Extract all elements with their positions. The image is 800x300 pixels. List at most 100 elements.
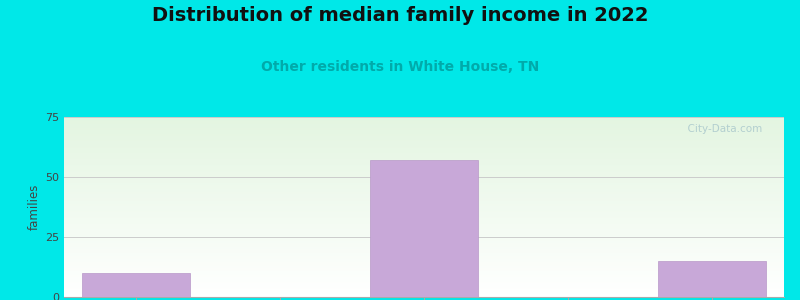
Bar (64, 287, 784, 288)
Bar (64, 141, 784, 142)
Bar (64, 136, 784, 137)
Bar (64, 294, 784, 295)
Bar (64, 235, 784, 236)
Bar (64, 195, 784, 196)
Bar (64, 194, 784, 195)
Bar (64, 177, 784, 178)
Bar (64, 184, 784, 185)
Bar (64, 159, 784, 160)
Bar (64, 238, 784, 239)
Bar (64, 140, 784, 141)
Bar (64, 285, 784, 286)
Bar (64, 250, 784, 251)
Bar (64, 207, 784, 208)
Bar (64, 243, 784, 244)
Bar (64, 162, 784, 163)
Bar (64, 176, 784, 177)
Bar (64, 295, 784, 296)
Bar (64, 257, 784, 258)
Bar (64, 216, 784, 217)
Bar (64, 232, 784, 233)
Bar (64, 118, 784, 119)
Bar (64, 238, 784, 239)
Bar (64, 279, 784, 280)
Bar (64, 170, 784, 171)
Bar (64, 215, 784, 216)
Bar (64, 138, 784, 139)
Bar (64, 224, 784, 225)
Bar (64, 213, 784, 214)
Bar (64, 137, 784, 138)
Bar (64, 153, 784, 154)
Bar (64, 275, 784, 276)
Bar (64, 203, 784, 204)
Bar (64, 231, 784, 232)
Bar (64, 134, 784, 135)
Bar (64, 196, 784, 197)
Bar (64, 281, 784, 282)
Bar (64, 233, 784, 234)
Bar (64, 274, 784, 275)
Bar (64, 122, 784, 123)
Bar (64, 199, 784, 200)
Text: City-Data.com: City-Data.com (681, 124, 762, 134)
Bar (64, 259, 784, 260)
Bar (64, 180, 784, 181)
Bar (64, 160, 784, 161)
Bar (64, 121, 784, 122)
Bar (64, 164, 784, 165)
Bar (64, 117, 784, 118)
Bar (658, 261, 766, 297)
Bar (64, 133, 784, 134)
Bar (64, 179, 784, 180)
Bar (64, 131, 784, 132)
Bar (64, 178, 784, 179)
Y-axis label: families: families (28, 184, 41, 230)
Bar (64, 293, 784, 294)
Bar (64, 191, 784, 192)
Bar (64, 220, 784, 221)
Bar (64, 132, 784, 133)
Bar (64, 144, 784, 145)
Bar (64, 208, 784, 209)
Bar (64, 143, 784, 144)
Bar (64, 245, 784, 246)
Bar (64, 262, 784, 263)
Bar (64, 142, 784, 143)
Bar (64, 186, 784, 187)
Bar (64, 200, 784, 201)
Bar (64, 119, 784, 120)
Bar (64, 205, 784, 206)
Bar (64, 211, 784, 212)
Bar (64, 247, 784, 248)
Bar (64, 264, 784, 265)
Bar (64, 189, 784, 190)
Bar (64, 282, 784, 283)
Bar (64, 146, 784, 147)
Bar (64, 226, 784, 227)
Bar (64, 244, 784, 245)
Bar (64, 193, 784, 194)
Bar (64, 222, 784, 223)
Bar (64, 267, 784, 268)
Bar (64, 265, 784, 266)
Bar (370, 160, 478, 297)
Bar (64, 272, 784, 273)
Bar (64, 230, 784, 231)
Bar (64, 258, 784, 259)
Bar (64, 219, 784, 220)
Bar (64, 229, 784, 230)
Bar (64, 248, 784, 249)
Bar (64, 271, 784, 272)
Bar (64, 251, 784, 252)
Bar (64, 123, 784, 124)
Bar (64, 127, 784, 128)
Bar (64, 175, 784, 176)
Bar (64, 289, 784, 290)
Bar (64, 181, 784, 182)
Bar (64, 190, 784, 191)
Bar (64, 148, 784, 149)
Bar (64, 210, 784, 211)
Bar (64, 276, 784, 277)
Bar (64, 197, 784, 198)
